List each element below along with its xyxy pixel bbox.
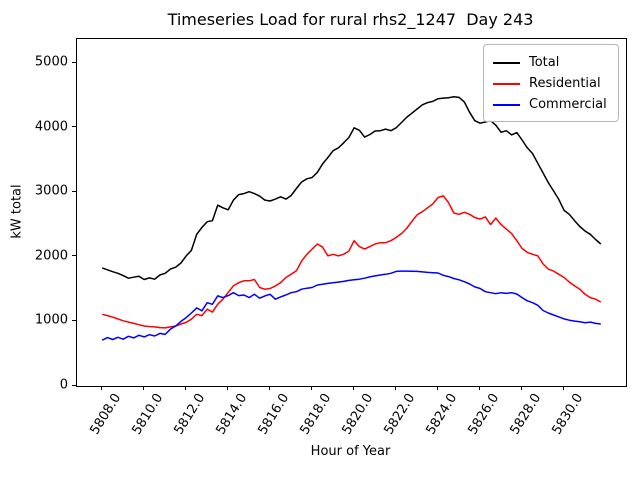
y-tick-label: 2000 [34,248,68,264]
chart-title: Timeseries Load for rural rhs2_1247 Day … [167,10,534,29]
y-tick-mark [72,255,76,257]
x-tick-mark [310,386,312,390]
x-tick-label: 5820.0 [338,391,376,438]
x-tick-label: 5812.0 [171,391,208,438]
legend-label: Residential [529,76,601,91]
legend-item: Total [493,52,609,73]
x-tick-mark [268,386,270,390]
chart-svg [101,96,602,341]
x-tick-label: 5808.0 [87,391,124,438]
y-tick-label: 4000 [34,119,68,135]
x-tick-label: 5828.0 [506,391,544,438]
x-tick-mark [184,386,186,390]
x-axis-label: Hour of Year [310,444,391,459]
x-tick-label: 5830.0 [548,391,586,438]
x-tick-mark [436,386,438,390]
x-tick-label: 5814.0 [213,391,250,438]
x-tick-label: 5826.0 [464,391,502,438]
legend-item: Residential [493,73,609,94]
legend-label: Commercial [529,97,607,112]
y-axis-label: kW total [9,184,25,239]
legend-label: Total [529,55,560,70]
y-tick-mark [72,126,76,128]
y-tick-label: 3000 [34,183,68,199]
x-tick-mark [394,386,396,390]
x-tick-label: 5816.0 [255,391,292,438]
legend-line-swatch [493,61,520,64]
legend-line-swatch [493,103,520,106]
line-residential [102,195,602,329]
x-tick-label: 5818.0 [297,391,334,438]
y-tick-label: 1000 [34,312,68,328]
x-tick-mark [520,386,522,390]
y-tick-label: 5000 [34,54,68,70]
x-tick-mark [142,386,144,390]
x-tick-mark [100,386,102,390]
legend-line-swatch [493,82,520,85]
line-commercial [101,270,601,341]
y-tick-mark [72,61,76,63]
x-tick-mark [562,386,564,390]
y-tick-label: 0 [59,377,68,393]
x-tick-mark [226,386,228,390]
y-tick-mark [72,190,76,192]
y-tick-mark [72,384,76,386]
x-tick-label: 5824.0 [422,391,460,438]
x-tick-mark [352,386,354,390]
x-tick-label: 5810.0 [129,391,166,438]
x-tick-label: 5822.0 [380,391,418,438]
legend: Total Residential Commercial [483,44,619,122]
legend-item: Commercial [493,94,609,115]
line-total [101,96,602,281]
y-tick-mark [72,319,76,321]
x-tick-mark [478,386,480,390]
